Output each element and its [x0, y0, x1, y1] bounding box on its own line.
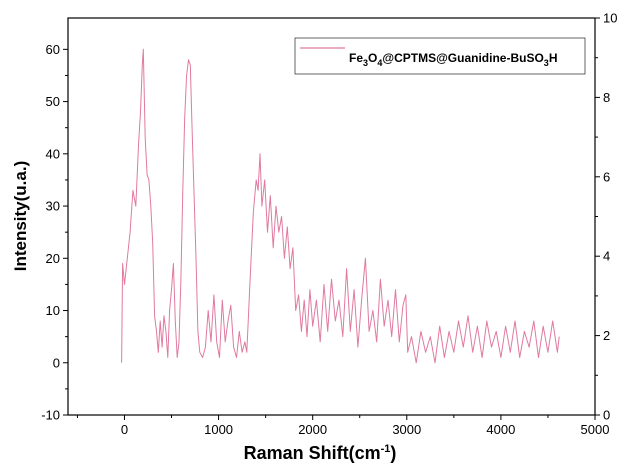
legend-text-part: @CPTMS@Guanidine-BuSO: [382, 51, 543, 65]
series-line: [121, 48, 560, 364]
y2-tick-label: 8: [603, 90, 610, 105]
plot-frame: [67, 17, 596, 416]
x-tick-label: 3000: [392, 422, 421, 437]
y-tick-label: -10: [41, 408, 60, 423]
y-tick-label: 50: [46, 94, 60, 109]
x-tick-label: 4000: [486, 422, 515, 437]
x-tick-label: 0: [121, 422, 128, 437]
legend-box: [294, 37, 586, 75]
x-axis: 0 1000 2000 3000 4000 5000: [76, 415, 610, 437]
legend-subscript: 3: [363, 58, 368, 68]
y-tick-label: 60: [46, 42, 60, 57]
y-axis-title: Intensity(u.a.): [11, 161, 30, 272]
legend-text-part: O: [368, 51, 377, 65]
y2-tick-label: 10: [603, 11, 617, 26]
x-axis-title: Raman Shift(cm-1): [244, 443, 397, 463]
x-tick-label: 1000: [204, 422, 233, 437]
legend: Fe3O4@CPTMS@Guanidine-BuSO3H: [294, 37, 586, 75]
legend-label: Fe3O4@CPTMS@Guanidine-BuSO3H: [349, 51, 557, 68]
x-tick-label: 2000: [298, 422, 327, 437]
legend-subscript: 3: [544, 58, 549, 68]
y-tick-label: 40: [46, 146, 60, 161]
legend-subscript: 4: [377, 58, 382, 68]
y-tick-label: 10: [46, 303, 60, 318]
y-tick-label: 0: [53, 355, 60, 370]
y-tick-label: 30: [46, 199, 60, 214]
y2-tick-label: 6: [603, 169, 610, 184]
y-tick-label: 20: [46, 251, 60, 266]
x-tick-label: 5000: [581, 422, 610, 437]
y2-tick-label: 0: [603, 408, 610, 423]
legend-text-part: H: [549, 51, 558, 65]
y2-tick-label: 4: [603, 249, 610, 264]
y2-tick-label: 2: [603, 328, 610, 343]
legend-text-part: Fe: [349, 51, 363, 65]
y-axis-right: 0 2 4 6 8 10: [595, 11, 617, 423]
y-axis-left: -10 0 10 20 30 40 50 60: [41, 42, 68, 423]
